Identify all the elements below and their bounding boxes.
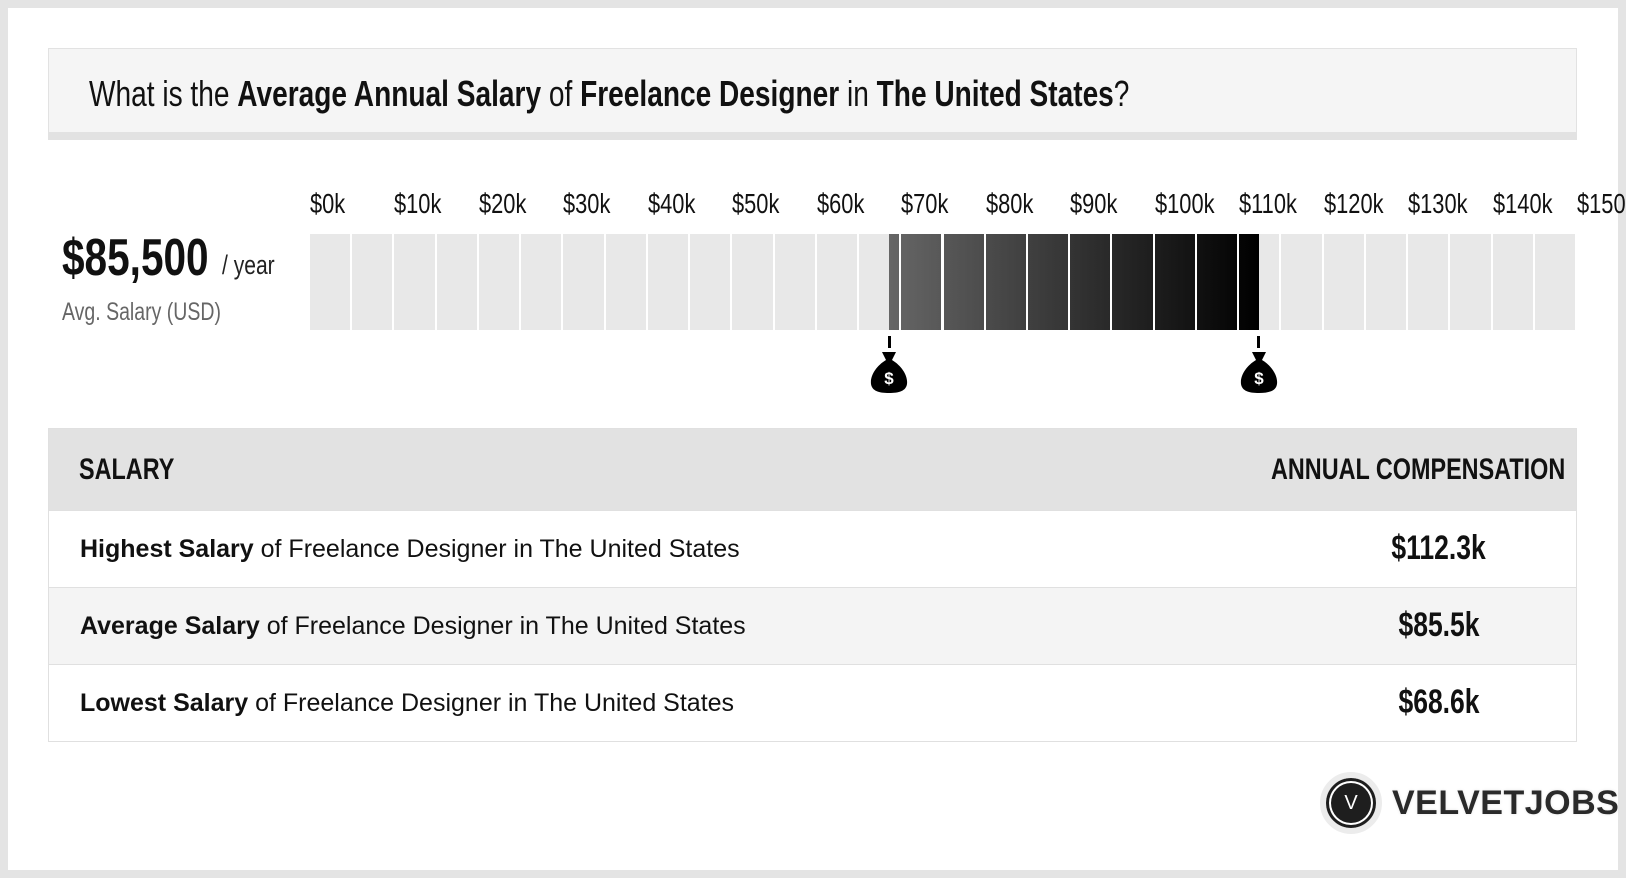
tick-label: $0k — [310, 188, 346, 219]
bar-segment — [1196, 234, 1238, 330]
svg-text:$: $ — [885, 369, 895, 388]
table-row: Highest Salary of Freelance Designer in … — [49, 510, 1576, 587]
bar-segment — [1112, 234, 1153, 330]
table-row: Average Salary of Freelance Designer in … — [49, 587, 1576, 664]
bar-fill — [901, 234, 942, 330]
bar-segment — [690, 234, 731, 330]
title-box: What is the Average Annual Salary of Fre… — [48, 48, 1577, 140]
logo-text: VELVETJOBS — [1392, 783, 1620, 822]
table-header: SALARY ANNUAL COMPENSATION — [49, 429, 1576, 510]
bar-fill — [1239, 234, 1259, 330]
bar-fill — [889, 234, 900, 330]
salary-label: Avg. Salary (USD) — [62, 298, 221, 326]
salary-table: SALARY ANNUAL COMPENSATION Highest Salar… — [48, 428, 1577, 742]
bar-segment — [1450, 234, 1491, 330]
tick-label: $50k — [732, 188, 780, 219]
header-annual-compensation: ANNUAL COMPENSATION — [1271, 453, 1566, 486]
tick-label: $40k — [647, 188, 696, 219]
tick-label: $110k — [1239, 188, 1298, 219]
bar-segment — [310, 234, 351, 330]
bar-segment — [605, 234, 646, 330]
row-label: Highest Salary of Freelance Designer in … — [80, 535, 740, 563]
row-value: $85.5k — [1398, 606, 1480, 644]
average-salary-value: $85,500 — [62, 229, 209, 287]
bar-fill — [1070, 234, 1111, 330]
tick-label: $60k — [816, 188, 865, 219]
bar-segment — [774, 234, 815, 330]
logo-icon: V — [1320, 772, 1382, 834]
tick-label: $130k — [1408, 188, 1468, 219]
bar-segment — [521, 234, 562, 330]
bar-segment — [1492, 234, 1533, 330]
tick-label: $100k — [1154, 188, 1215, 219]
bar-segment — [1070, 234, 1111, 330]
bar-fill — [1027, 234, 1069, 330]
bar-segment — [1534, 234, 1575, 330]
tick-label: $150k+ — [1577, 188, 1626, 219]
header-salary: SALARY — [79, 453, 175, 486]
bar-segment — [478, 234, 520, 330]
tick-label: $90k — [1070, 188, 1118, 219]
bar-fill — [985, 234, 1026, 330]
bar-segment — [732, 234, 773, 330]
tick-label: $120k — [1323, 188, 1384, 219]
bar-segment — [901, 234, 942, 330]
table-row: Lowest Salary of Freelance Designer in T… — [49, 664, 1576, 741]
tick-labels: $0k $10k $20k $30k $40k $50k $60k $70k $80k $90k $… — [310, 188, 1626, 224]
bar-segment — [1281, 234, 1322, 330]
row-value: $112.3k — [1391, 529, 1487, 567]
bar-fill — [1112, 234, 1153, 330]
bar-fill — [1154, 234, 1195, 330]
velvetjobs-logo[interactable]: V VELVETJOBS — [1320, 772, 1619, 834]
bar-segment — [1365, 234, 1407, 330]
tick-label: $30k — [563, 188, 611, 219]
salary-range-bar — [310, 234, 1577, 330]
tick-label: $20k — [478, 188, 527, 219]
tick-label: $80k — [985, 188, 1034, 219]
money-bag-icon: $ — [869, 336, 909, 399]
bar-segment — [394, 234, 435, 330]
bar-segment — [352, 234, 393, 330]
bar-fill — [1196, 234, 1238, 330]
page-title: What is the Average Annual Salary of Fre… — [89, 73, 1130, 114]
bar-segment — [1323, 234, 1364, 330]
bar-segment — [859, 234, 900, 330]
bar-segment — [436, 234, 477, 330]
row-value: $68.6k — [1398, 683, 1480, 721]
bar-segment — [1408, 234, 1449, 330]
row-label: Average Salary of Freelance Designer in … — [80, 612, 746, 640]
bar-segment — [1154, 234, 1195, 330]
bar-segment — [1239, 234, 1280, 330]
tick-label: $10k — [394, 188, 442, 219]
bar-segment — [563, 234, 604, 330]
money-bag-icon: $ — [1239, 336, 1279, 399]
salary-unit: / year — [222, 250, 275, 280]
tick-label: $140k — [1492, 188, 1553, 219]
svg-text:$: $ — [1254, 369, 1264, 388]
row-label: Lowest Salary of Freelance Designer in T… — [80, 689, 735, 717]
bar-segment — [816, 234, 858, 330]
bar-segment — [647, 234, 689, 330]
tick-label: $70k — [901, 188, 949, 219]
bar-fill — [943, 234, 984, 330]
bar-segment — [943, 234, 984, 330]
bar-segment — [1027, 234, 1069, 330]
bar-segment — [985, 234, 1026, 330]
